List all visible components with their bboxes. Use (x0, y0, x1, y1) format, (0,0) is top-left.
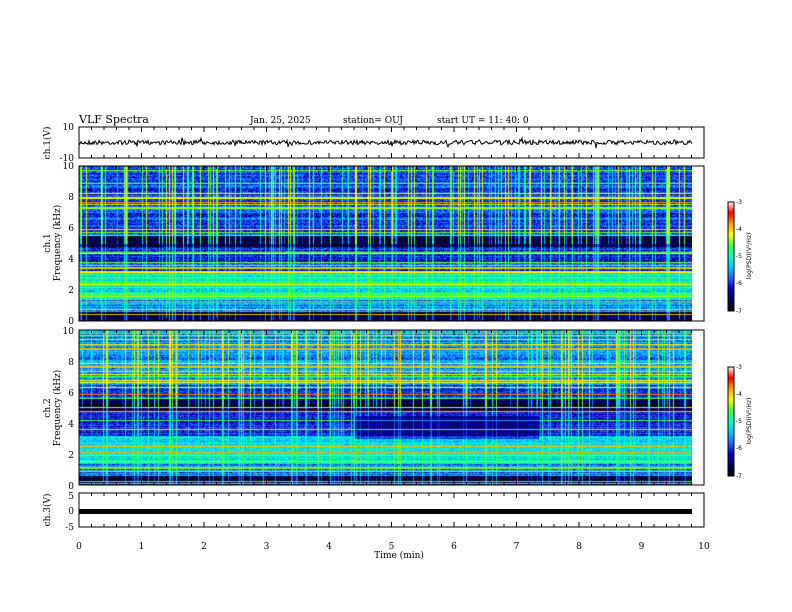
xtick-label-6: 6 (451, 542, 457, 552)
ch2-colorbar-frame (727, 366, 735, 477)
ch1-cb-tick-m5: -5 (736, 253, 742, 260)
ch1-freq-tick-0: 0 (68, 317, 74, 327)
xtick-label-4: 4 (326, 542, 332, 552)
ch2-freq-tick-2: 2 (68, 451, 74, 461)
ch2-cb-tick-m6: -6 (736, 445, 742, 452)
ch3-trace (79, 509, 692, 514)
ch1-ylabel-channel: ch.1 (43, 233, 53, 252)
ch2-spectrogram-panel: 0 2 4 6 8 10 ch.2 Frequency (kHz) -3 -4 … (43, 327, 753, 492)
ch3-ytick-5: 5 (68, 492, 74, 502)
ch2-freq-tick-10: 10 (63, 327, 75, 337)
xtick-label-5: 5 (389, 542, 395, 552)
ch1-freq-tick-2: 2 (68, 286, 74, 296)
ch2-freq-tick-4: 4 (68, 420, 74, 430)
xtick-label-10: 10 (698, 542, 710, 552)
ch2-cb-tick-m4: -4 (736, 391, 742, 398)
time-ticks (78, 127, 705, 527)
xtick-label-2: 2 (201, 542, 207, 552)
ch1-ytick-bottom: -10 (60, 154, 75, 164)
ch1-cb-tick-m3: -3 (736, 199, 742, 206)
ch1-spectrogram-panel: 0 2 4 6 8 10 ch.1 Frequency (kHz) -3 -4 … (43, 162, 753, 327)
ch3-ytick-0: 0 (68, 507, 74, 517)
ch1-ylabel: ch.1(V) (42, 127, 53, 160)
ch2-freq-tick-8: 8 (68, 358, 74, 368)
ch2-cb-tick-m3: -3 (736, 364, 742, 371)
ch2-freq-tick-6: 6 (68, 389, 74, 399)
ch2-cb-tick-m7: -7 (736, 473, 742, 480)
ch2-colorbar (728, 367, 734, 476)
figure-title: VLF Spectra (78, 113, 149, 126)
ch2-colorbar-label: log(PSD)(V²/Hz) (746, 398, 753, 445)
ch2-spectrogram-image (79, 330, 692, 485)
ch1-cb-tick-m4: -4 (736, 226, 742, 233)
ch2-cb-tick-m5: -5 (736, 418, 742, 425)
ch2-ylabel-channel: ch.2 (43, 398, 53, 417)
date-label: Jan. 25, 2025 (249, 116, 311, 126)
xtick-label-3: 3 (264, 542, 270, 552)
ch2-ylabel-frequency: Frequency (kHz) (52, 370, 63, 447)
xtick-label-7: 7 (514, 542, 520, 552)
ch1-freq-tick-4: 4 (68, 255, 74, 265)
ch1-cb-tick-m7: -7 (736, 308, 742, 315)
ch3-ytick-m5: -5 (65, 523, 74, 533)
ch1-colorbar (728, 202, 734, 311)
ch1-ytick-top: 10 (63, 123, 75, 133)
ch1-freq-tick-8: 8 (68, 193, 74, 203)
ch3-ylabel: ch.3(V) (42, 494, 53, 527)
xtick-label-9: 9 (639, 542, 645, 552)
start-time-label: start UT = 11: 40: 0 (437, 116, 529, 126)
ch1-freq-tick-10: 10 (63, 162, 75, 172)
station-label: station= OUJ (343, 116, 403, 126)
ch1-cb-tick-m6: -6 (736, 280, 742, 287)
time-axis-labels: 0 1 2 3 4 5 6 7 8 9 10 (76, 542, 710, 552)
time-axis-title: Time (min) (374, 550, 424, 561)
ch1-colorbar-label: log(PSD)(V²/Hz) (746, 233, 753, 280)
ch1-ylabel-frequency: Frequency (kHz) (52, 205, 63, 282)
ch1-colorbar-frame (727, 201, 735, 312)
xtick-label-0: 0 (76, 542, 82, 552)
ch1-trace (78, 136, 693, 149)
ch1-freq-tick-6: 6 (68, 224, 74, 234)
xtick-label-1: 1 (139, 542, 145, 552)
ch1-spectrogram-image (79, 166, 692, 321)
ch2-freq-tick-0: 0 (68, 482, 74, 492)
xtick-label-8: 8 (576, 542, 582, 552)
